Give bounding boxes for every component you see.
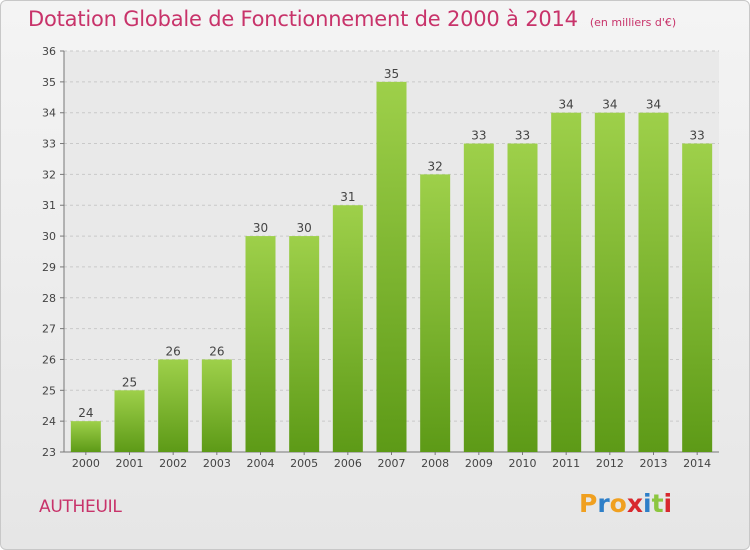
bar <box>201 359 232 452</box>
bar-value-label: 33 <box>690 129 705 143</box>
y-tick-label: 30 <box>42 230 56 243</box>
x-tick-label: 2008 <box>421 457 449 470</box>
x-tick-label: 2014 <box>683 457 711 470</box>
y-tick-label: 34 <box>42 107 56 120</box>
y-tick-label: 24 <box>42 415 56 428</box>
bar-value-label: 34 <box>559 98 574 112</box>
bar <box>70 421 101 452</box>
logo-letter: P <box>579 489 598 518</box>
bar-value-label: 26 <box>166 344 181 358</box>
x-tick-label: 2010 <box>509 457 537 470</box>
chart-title: Dotation Globale de Fonctionnement de 20… <box>28 7 676 31</box>
bar-value-label: 26 <box>209 344 224 358</box>
bar <box>158 359 189 452</box>
bar-value-label: 30 <box>297 221 312 235</box>
y-tick-label: 32 <box>42 168 56 181</box>
logo-letter: r <box>597 489 610 518</box>
y-tick-label: 23 <box>42 446 56 459</box>
x-tick-label: 2001 <box>116 457 144 470</box>
logo-letter: x <box>626 489 643 518</box>
x-tick-label: 2000 <box>72 457 100 470</box>
bar-value-label: 32 <box>428 159 443 173</box>
chart-title-text: Dotation Globale de Fonctionnement de 20… <box>28 7 578 31</box>
y-tick-label: 36 <box>42 45 56 58</box>
x-tick-label: 2013 <box>640 457 668 470</box>
y-tick-label: 28 <box>42 292 56 305</box>
bar <box>638 112 669 452</box>
bar-value-label: 33 <box>515 129 530 143</box>
bar <box>114 390 145 452</box>
bar-value-label: 31 <box>340 190 355 204</box>
bar <box>420 174 451 452</box>
bar <box>682 143 713 453</box>
x-tick-label: 2012 <box>596 457 624 470</box>
bar-value-label: 34 <box>602 98 617 112</box>
x-tick-label: 2011 <box>552 457 580 470</box>
bar-value-label: 24 <box>78 406 93 420</box>
x-tick-label: 2005 <box>290 457 318 470</box>
y-tick-label: 27 <box>42 323 56 336</box>
bar-value-label: 35 <box>384 67 399 81</box>
y-tick-label: 26 <box>42 353 56 366</box>
bar-value-label: 30 <box>253 221 268 235</box>
logo-letter: i <box>643 489 652 518</box>
y-tick-label: 33 <box>42 138 56 151</box>
bar <box>463 143 494 453</box>
bar-value-label: 34 <box>646 98 661 112</box>
bar <box>289 236 320 452</box>
y-tick-label: 31 <box>42 199 56 212</box>
bar <box>245 236 276 452</box>
x-tick-label: 2002 <box>159 457 187 470</box>
x-tick-label: 2006 <box>334 457 362 470</box>
logo-letter: o <box>609 489 627 518</box>
x-tick-label: 2003 <box>203 457 231 470</box>
bar <box>507 143 538 453</box>
logo-letter: t <box>651 489 664 518</box>
x-tick-label: 2004 <box>247 457 275 470</box>
bar <box>594 112 625 452</box>
bar <box>551 112 582 452</box>
bar <box>376 81 407 452</box>
bar-value-label: 25 <box>122 375 137 389</box>
bar <box>332 205 363 452</box>
x-tick-label: 2007 <box>378 457 406 470</box>
bar-value-label: 33 <box>471 129 486 143</box>
x-tick-label: 2009 <box>465 457 493 470</box>
commune-name: AUTHEUIL <box>39 497 122 517</box>
y-tick-label: 29 <box>42 261 56 274</box>
y-tick-label: 35 <box>42 76 56 89</box>
y-tick-label: 25 <box>42 384 56 397</box>
chart-unit: (en milliers d'€) <box>589 16 677 29</box>
proxiti-logo: Proxiti <box>579 489 672 518</box>
logo-letter: i <box>663 489 673 518</box>
